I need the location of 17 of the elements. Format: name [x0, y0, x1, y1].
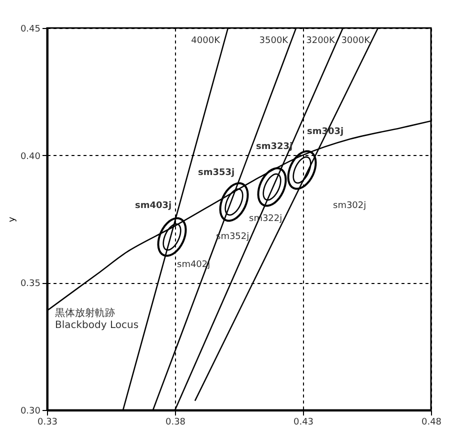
y-axis-title: y [7, 216, 18, 222]
series-label: 3200K [306, 36, 336, 46]
x-tick-label: 0.48 [421, 418, 442, 428]
series-label: 4000K [191, 36, 222, 46]
x-tick-label: 0.43 [293, 418, 314, 428]
y-tick-label: 0.30 [20, 406, 41, 416]
annotation: sm353j [198, 168, 235, 178]
series-label: 3500K [259, 36, 290, 46]
x-tick-label: 0.38 [165, 418, 186, 428]
series-label: 3000K [341, 36, 372, 46]
annotation: 黒体放射軌跡 Blackbody Locus [55, 307, 139, 331]
x-tick-label: 0.33 [37, 418, 58, 428]
y-tick-label: 0.40 [20, 152, 41, 162]
annotation: sm302j [333, 201, 366, 211]
y-tick-label: 0.45 [20, 24, 40, 34]
y-tick-label: 0.35 [20, 279, 40, 290]
annotation: sm403j [135, 201, 172, 211]
